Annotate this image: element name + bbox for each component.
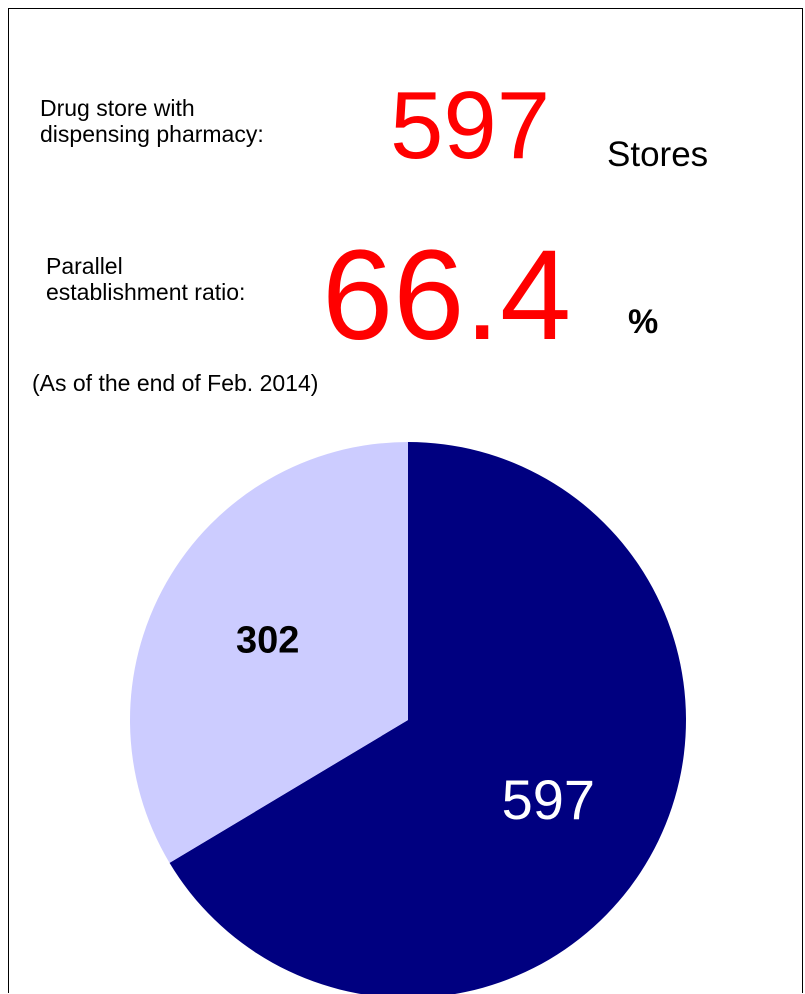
store-count-value: 597 [390, 72, 551, 179]
drug-store-label-line1: Drug store with [40, 95, 195, 121]
pie-slice-1 [169, 442, 686, 994]
parallel-ratio-value: 66.4 [322, 224, 572, 367]
as-of-date-note: (As of the end of Feb. 2014) [32, 370, 319, 396]
chart-frame [8, 8, 803, 993]
parallel-ratio-label-line1: Parallel [46, 253, 123, 279]
drug-store-label: Drug store with dispensing pharmacy: [40, 95, 264, 148]
pie-slice-label-1: 597 [502, 768, 595, 831]
store-count-unit: Stores [607, 135, 709, 174]
drug-store-label-line2: dispensing pharmacy: [40, 121, 264, 148]
parallel-ratio-label: Parallel establishment ratio: [46, 253, 245, 306]
pie-slice-2 [130, 442, 408, 863]
parallel-ratio-label-line2: establishment ratio: [46, 279, 246, 306]
parallel-ratio-unit: % [628, 303, 659, 341]
pie-slice-label-2: 302 [236, 620, 299, 662]
